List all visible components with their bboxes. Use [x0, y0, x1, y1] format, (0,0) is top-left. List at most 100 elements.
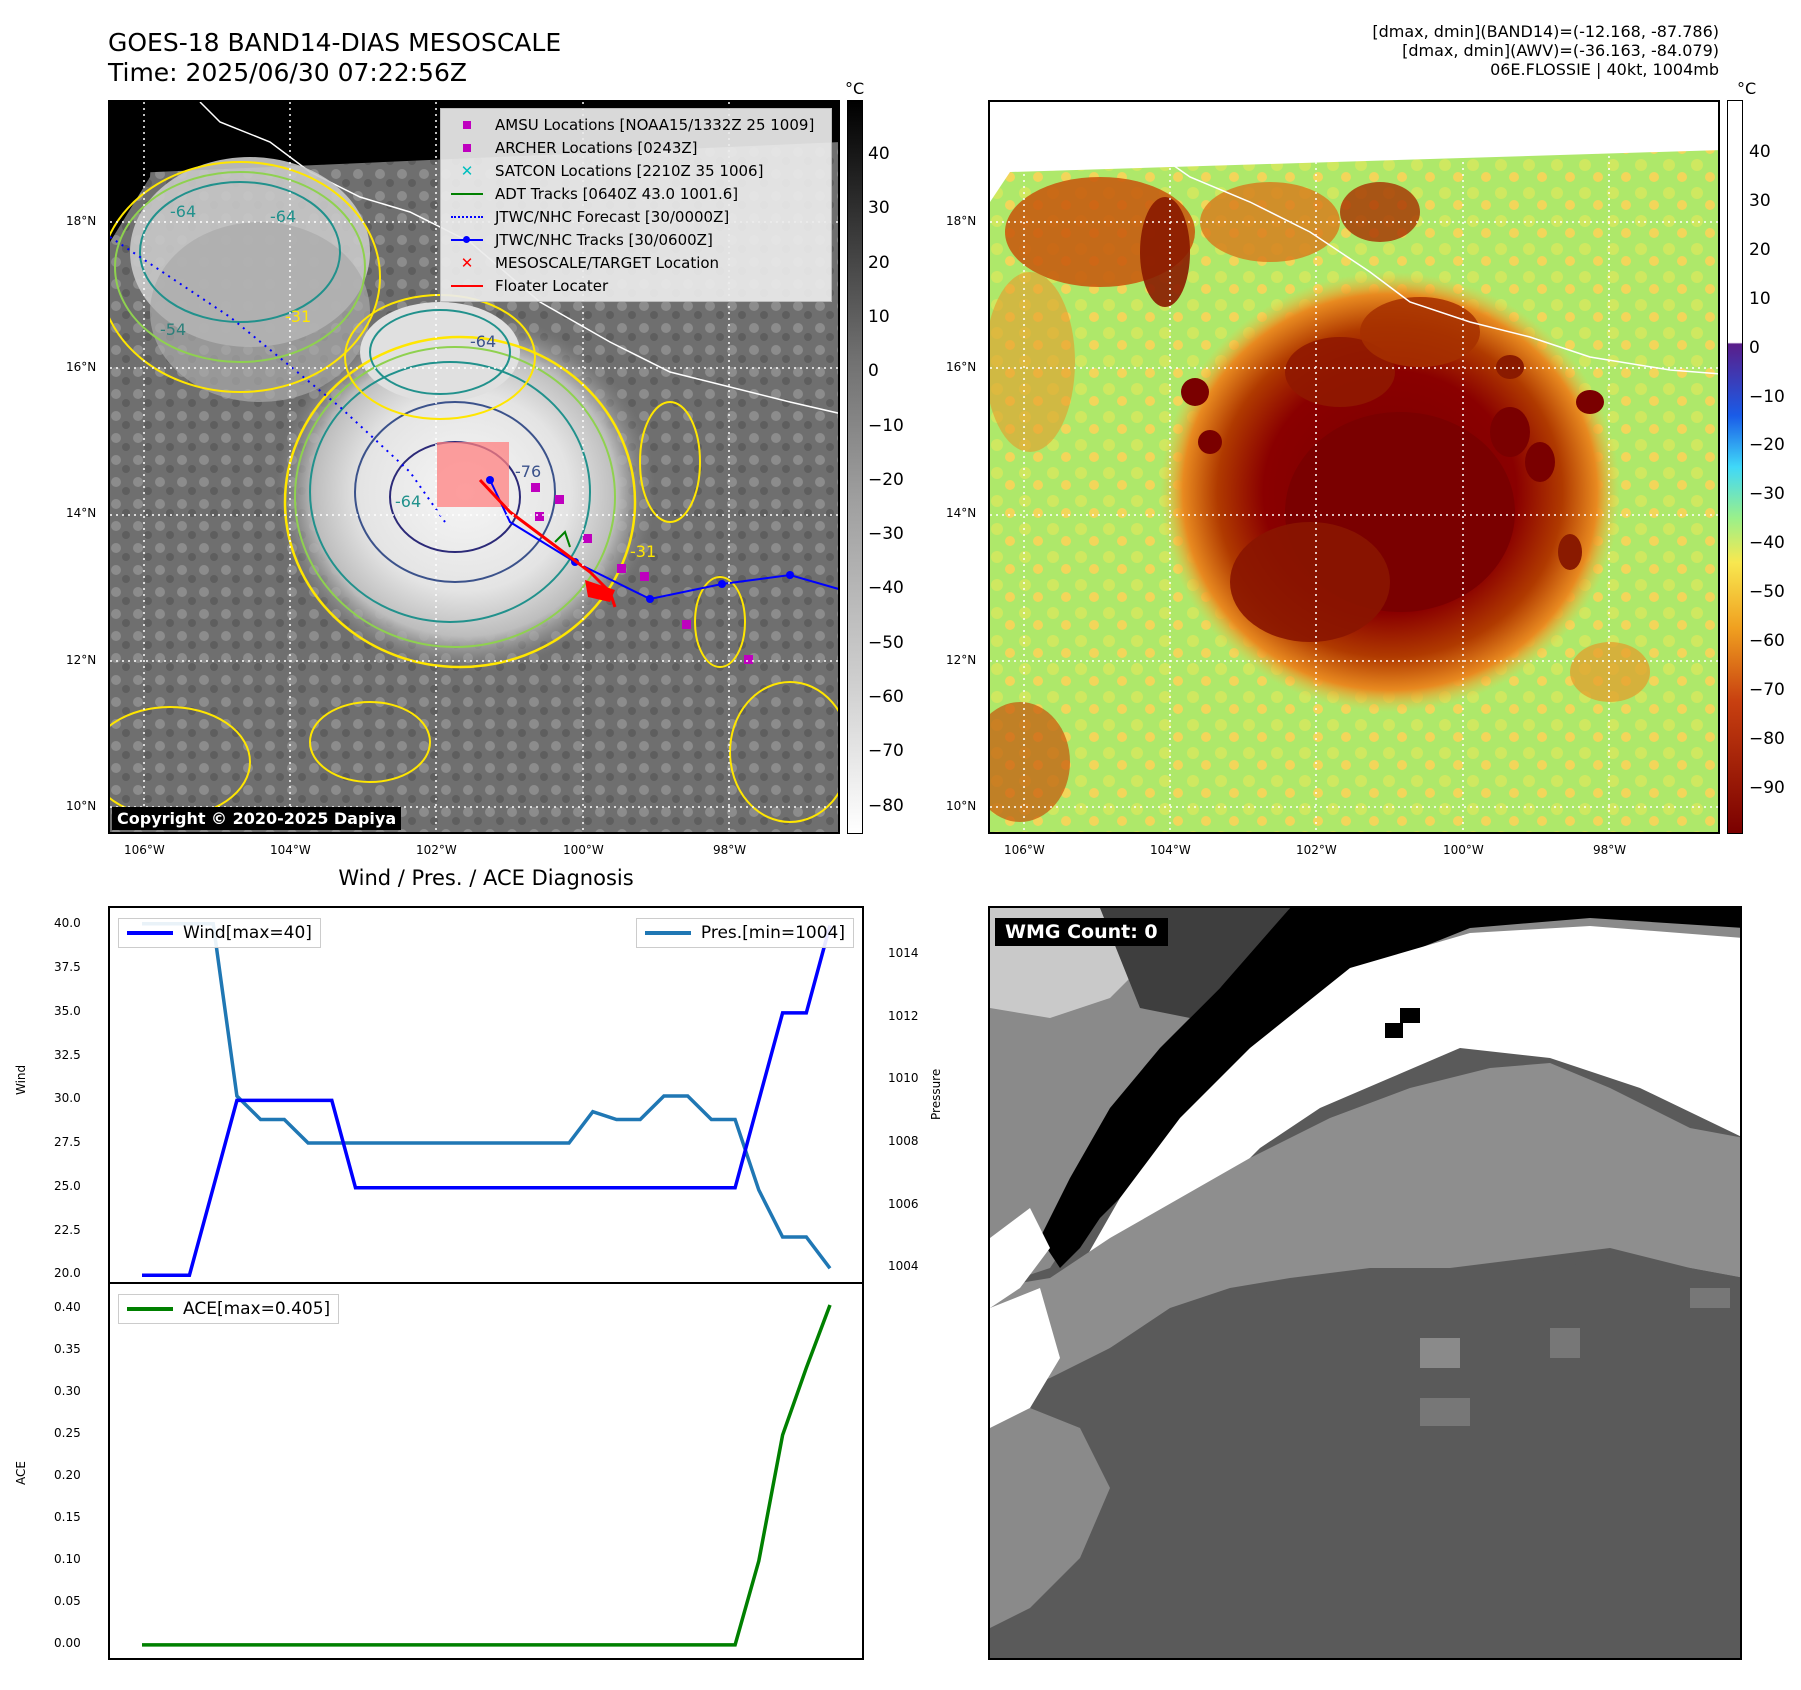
awv-map-panel — [988, 100, 1720, 834]
colorbar2-tick: −30 — [1749, 484, 1785, 505]
ace-tick: 0.15 — [54, 1510, 81, 1524]
contour-label-3: -54 — [160, 320, 186, 339]
colorbar2-tick: −10 — [1749, 386, 1785, 407]
contour-label-6: -76 — [515, 462, 541, 481]
wmg-graphic — [990, 908, 1740, 1658]
no-data-region-left — [110, 102, 155, 242]
colorbar1-tick: −70 — [868, 741, 904, 762]
colorbar1-tick: 0 — [868, 361, 879, 382]
colorbar2-tick: 0 — [1749, 337, 1760, 358]
lat-label: 12°N — [946, 653, 977, 667]
contour-label-7: -64 — [395, 492, 421, 511]
line-icon — [644, 931, 691, 935]
x-icon: ✕ — [460, 161, 474, 180]
legend-label: Wind[max=40] — [183, 923, 312, 943]
pressure-series-line — [142, 921, 832, 1270]
wind-tick: 32.5 — [54, 1047, 81, 1062]
pressure-tick: 1004 — [888, 1259, 919, 1274]
lat-label: 16°N — [66, 360, 97, 374]
info-line-3: 06E.FLOSSIE | 40kt, 1004mb — [1490, 60, 1719, 79]
ace-chart: ACE[max=0.405] — [108, 1282, 864, 1660]
colorbar1-tick: −20 — [868, 469, 904, 490]
wind-tick: 27.5 — [54, 1135, 81, 1150]
lon-label: 98°W — [713, 843, 747, 857]
wind-tick: 25.0 — [54, 1178, 81, 1193]
lat-label: 18°N — [946, 214, 977, 228]
legend-item-forecast: JTWC/NHC Forecast [30/0000Z] — [449, 205, 823, 228]
lat-label: 16°N — [946, 360, 977, 374]
lon-label: 98°W — [1593, 843, 1627, 857]
colorbar2-tick: −50 — [1749, 582, 1785, 603]
colorbar1-tick: 10 — [868, 306, 890, 327]
wind-tick: 35.0 — [54, 1003, 81, 1018]
line-icon — [127, 931, 173, 935]
line-icon — [127, 1307, 173, 1311]
lat-label: 12°N — [66, 653, 97, 667]
wind-tick: 37.5 — [54, 960, 81, 975]
ace-axis-label: ACE — [14, 1461, 28, 1485]
lat-label: 18°N — [66, 214, 97, 228]
colorbar2-tick: −60 — [1749, 631, 1785, 651]
line-icon — [449, 192, 485, 195]
lon-label: 102°W — [1296, 843, 1337, 857]
lon-label: 106°W — [1004, 843, 1045, 857]
colorbar1-tick: 20 — [868, 252, 890, 273]
colorbar1-tick: −10 — [868, 415, 904, 436]
pressure-axis-label: Pressure — [929, 1068, 943, 1120]
copyright-label: Copyright © 2020-2025 Dapiya — [112, 807, 402, 830]
colorbar1-unit: °C — [845, 79, 865, 98]
colorbar2-tick: −80 — [1749, 728, 1785, 749]
wind-tick: 40.0 — [54, 916, 81, 931]
contour-label-2: -64 — [170, 202, 196, 221]
legend-label: Floater Locater — [495, 276, 609, 295]
colorbar2-tick: −90 — [1749, 777, 1785, 798]
ace-tick: 0.00 — [54, 1635, 81, 1650]
pressure-tick: 1014 — [888, 946, 919, 960]
colorbar2-tick: 20 — [1749, 239, 1771, 260]
awv-map-gridlines — [990, 102, 1718, 832]
colorbar2 — [1727, 100, 1743, 834]
lon-label: 106°W — [124, 843, 165, 857]
contour-label-5: -64 — [470, 332, 496, 351]
ace-tick: 0.20 — [54, 1468, 81, 1483]
info-text: [dmax, dmin](BAND14)=(-12.168, -87.786) … — [1119, 22, 1719, 79]
colorbar1-tick: −40 — [868, 578, 904, 599]
lon-label: 100°W — [563, 843, 604, 857]
pres-legend: Pres.[min=1004] — [635, 918, 854, 948]
legend-label: JTWC/NHC Tracks [30/0600Z] — [495, 230, 713, 249]
pressure-tick: 1010 — [888, 1071, 919, 1086]
wind-series-line — [142, 925, 832, 1278]
info-line-1: [dmax, dmin](BAND14)=(-12.168, -87.786) — [1372, 22, 1719, 41]
info-line-2: [dmax, dmin](AWV)=(-36.163, -84.079) — [1402, 41, 1719, 60]
pressure-tick: 1006 — [888, 1196, 919, 1211]
title-line-2: Time: 2025/06/30 07:22:56Z — [108, 58, 467, 87]
legend-label: JTWC/NHC Forecast [30/0000Z] — [495, 207, 730, 226]
ir-map-panel: -64 -64 -54 -31 -64 -76 -64 -31 — [108, 100, 840, 834]
lat-label: 14°N — [946, 506, 977, 520]
lon-label: 102°W — [416, 843, 457, 857]
ace-tick: 0.40 — [54, 1300, 81, 1315]
legend-item-floater: Floater Locater — [449, 274, 823, 297]
colorbar2-tick: −70 — [1749, 679, 1785, 700]
line-icon — [449, 284, 485, 287]
legend-label: Pres.[min=1004] — [700, 923, 845, 943]
ace-legend: ACE[max=0.405] — [118, 1294, 340, 1324]
colorbar1-tick: 40 — [868, 144, 890, 164]
wmg-panel: WMG Count: 0 — [988, 906, 1742, 1660]
wind-pres-plot — [142, 921, 832, 1278]
legend-item-tracks: JTWC/NHC Tracks [30/0600Z] — [449, 228, 823, 251]
map-legend: AMSU Locations [NOAA15/1332Z 25 1009] AR… — [440, 108, 832, 302]
ace-tick: 0.05 — [54, 1593, 81, 1608]
figure-title: GOES-18 BAND14-DIAS MESOSCALE Time: 2025… — [108, 28, 561, 88]
colorbar1-tick: 30 — [868, 198, 890, 219]
wind-axis-label: Wind — [14, 1064, 28, 1095]
wind-pres-chart: Wind[max=40] Pres.[min=1004] — [108, 906, 864, 1284]
contour-label-4: -31 — [285, 307, 311, 326]
title-line-1: GOES-18 BAND14-DIAS MESOSCALE — [108, 28, 562, 57]
ace-series-line — [142, 1304, 832, 1647]
colorbar1-tick: −80 — [868, 795, 904, 816]
colorbar2-unit: °C — [1737, 79, 1757, 98]
x-icon: ✕ — [460, 253, 474, 272]
ace-tick: 0.35 — [54, 1342, 81, 1357]
wind-tick: 30.0 — [54, 1091, 81, 1106]
